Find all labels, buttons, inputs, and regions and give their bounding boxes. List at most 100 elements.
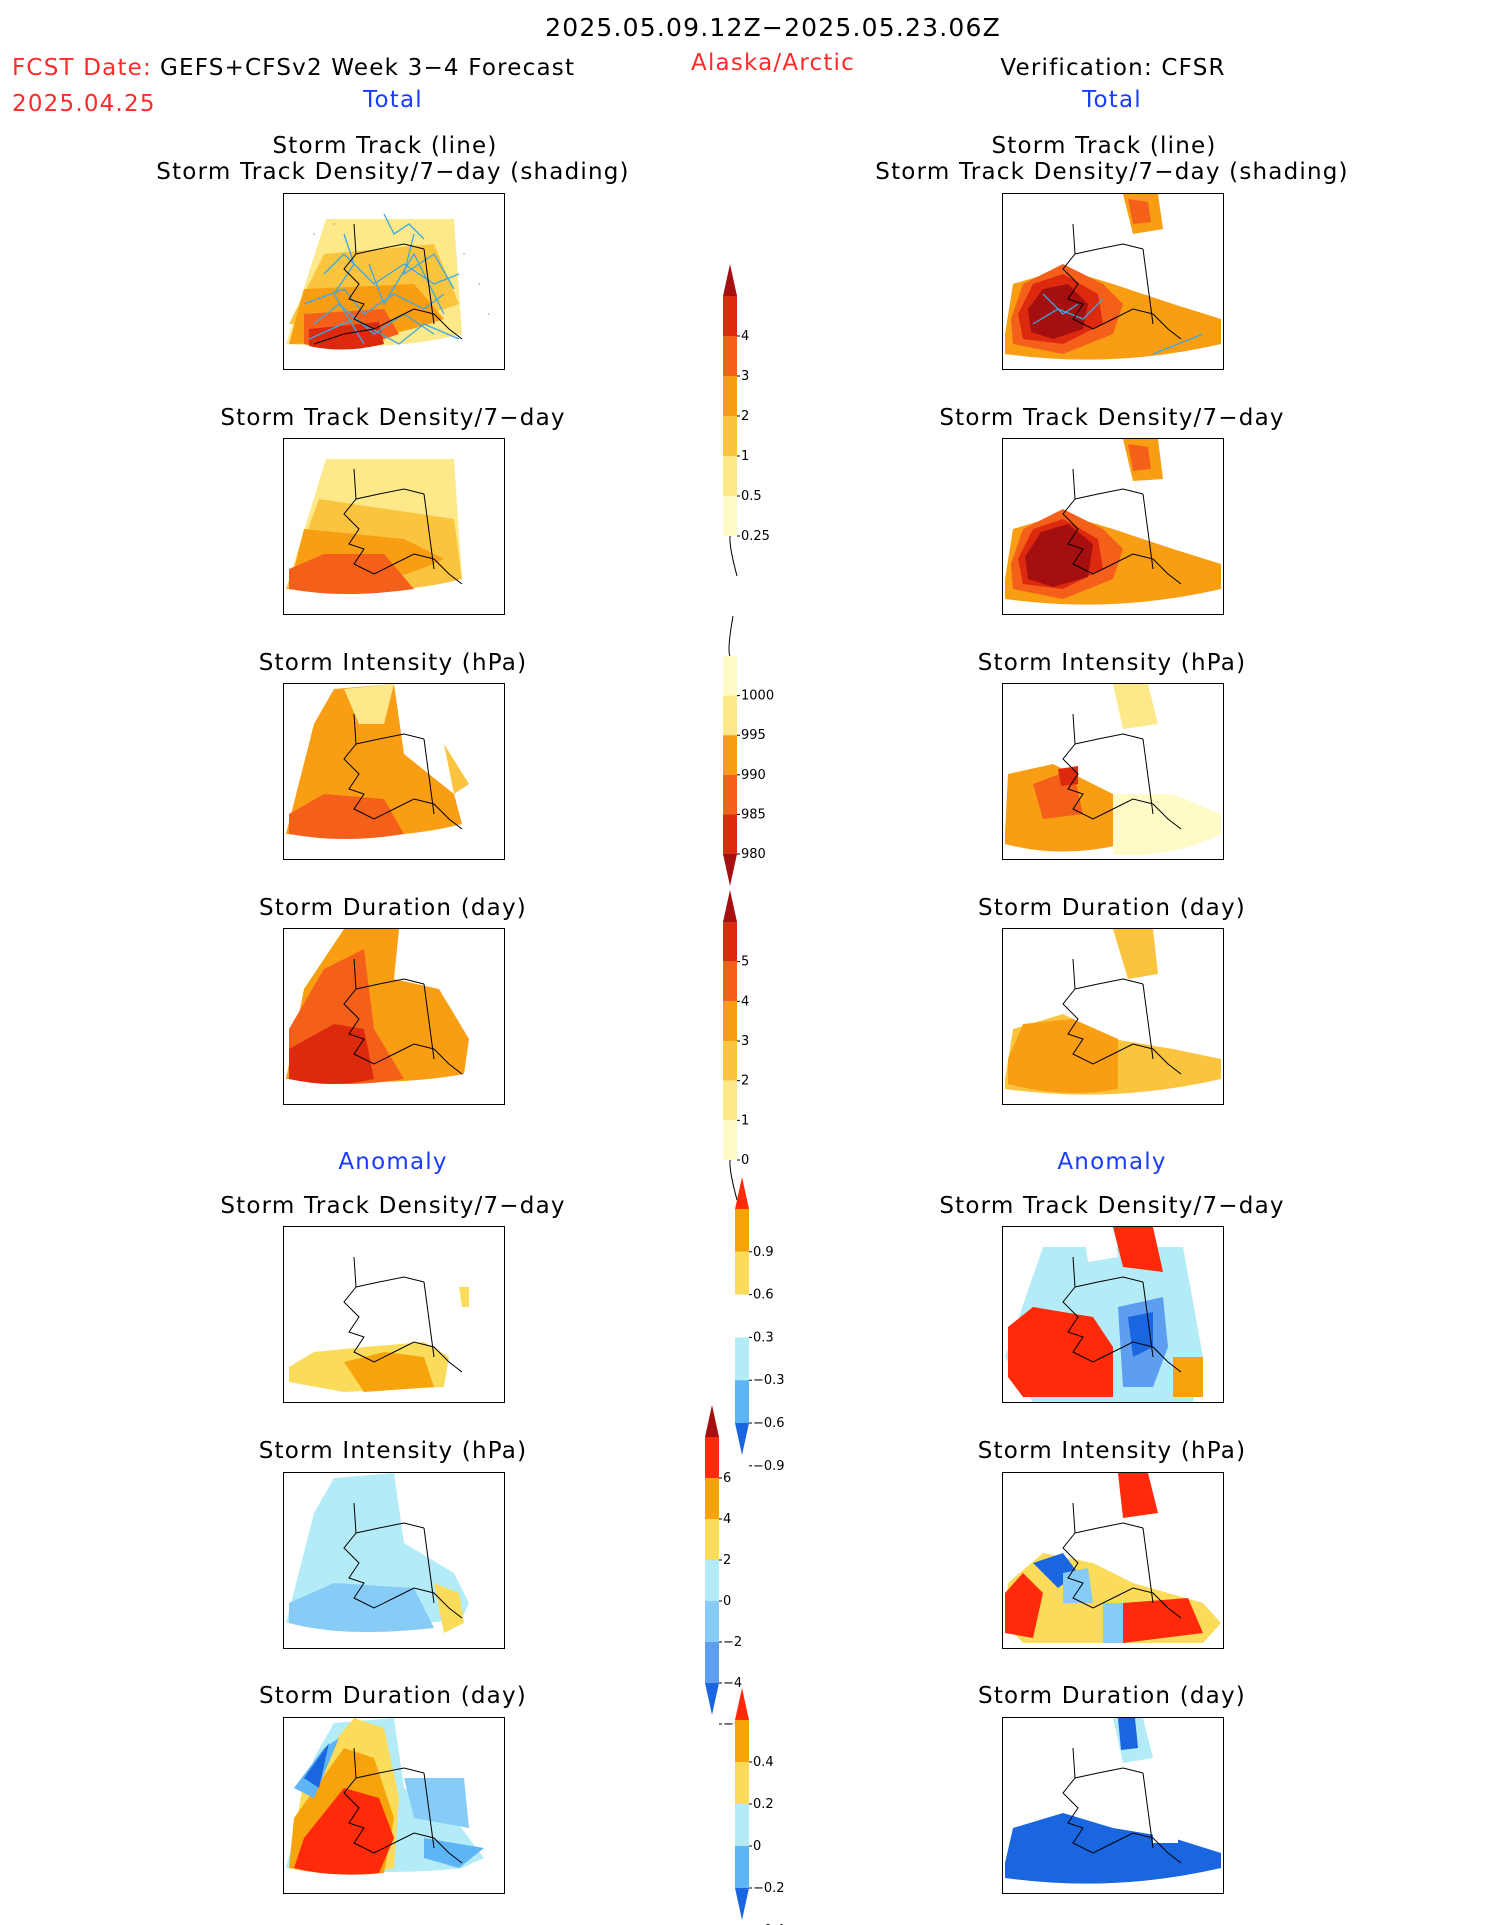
title-duration-anom-right: Storm Duration (day) (978, 1683, 1246, 1709)
colorbar-triangle-bottom (735, 1888, 749, 1920)
colorbar-tail-bottom (729, 1159, 738, 1201)
colorbar-duration-anomaly: 0.4 0.2 0 −0.2 −0.4 (730, 1688, 800, 1925)
title-intensity-right: Storm Intensity (hPa) (977, 650, 1247, 676)
colorbar-label: 2 (723, 1553, 731, 1568)
map-duration-anomaly-forecast (283, 1717, 505, 1894)
colorbar-label: 0 (741, 1153, 749, 1168)
title-storm-track-line-right: Storm Track (line) (991, 133, 1217, 159)
colorbar-triangle-top (735, 1177, 749, 1209)
colorbar-segment (735, 1762, 749, 1804)
colorbar-triangle-bottom (735, 1423, 749, 1455)
colorbar-segment (705, 1560, 719, 1601)
colorbar-segment (723, 774, 737, 815)
title-density-left: Storm Track Density/7−day (220, 405, 566, 431)
colorbar-label: 985 (741, 807, 766, 822)
colorbar-density-anomaly: 0.9 0.6 0.3 −0.3 −0.6 −0.9 (730, 1177, 800, 1474)
colorbar-label: 1000 (741, 689, 774, 704)
colorbar-segment (735, 1251, 749, 1295)
colorbar-segment (705, 1601, 719, 1642)
colorbar-label: −4 (723, 1676, 742, 1691)
colorbar-segment (723, 416, 737, 456)
colorbar-segment (705, 1519, 719, 1560)
title-duration-left: Storm Duration (day) (259, 895, 527, 921)
colorbar-segment (735, 1294, 749, 1338)
colorbar-tail-bottom (729, 535, 738, 577)
map-storm-track-forecast (283, 193, 505, 370)
title-intensity-anom-right: Storm Intensity (hPa) (977, 1438, 1247, 1464)
colorbar-triangle-top (723, 890, 737, 922)
colorbar-segment (705, 1642, 719, 1683)
colorbar-segment (723, 1001, 737, 1041)
region-title: Alaska/Arctic (691, 50, 855, 76)
title-storm-track-shading-right: Storm Track Density/7−day (shading) (875, 159, 1349, 185)
colorbar-label: 0.4 (753, 1755, 774, 1770)
colorbar-segment (723, 695, 737, 736)
colorbar-segment (705, 1478, 719, 1519)
model-title: GEFS+CFSv2 Week 3−4 Forecast (160, 55, 576, 81)
colorbar-segment (723, 296, 737, 336)
colorbar-triangle-top (735, 1688, 749, 1720)
title-density-right: Storm Track Density/7−day (939, 405, 1285, 431)
colorbar-label: 4 (723, 1512, 731, 1527)
colorbar-segment (735, 1337, 749, 1381)
colorbar-segment (723, 1080, 737, 1121)
colorbar-segment (723, 656, 737, 696)
colorbar-label: −2 (723, 1635, 742, 1650)
colorbar-segment (723, 961, 737, 1002)
colorbar-label: 3 (741, 369, 749, 384)
colorbar-label: −0.4 (753, 1923, 785, 1925)
map-density-anomaly-forecast (283, 1226, 505, 1403)
title-storm-track-shading-left: Storm Track Density/7−day (shading) (156, 159, 630, 185)
colorbar-label: −0.9 (753, 1459, 785, 1474)
colorbar-density: 4 3 2 1 0.5 0.25 (718, 264, 788, 577)
map-density-forecast (283, 438, 505, 615)
colorbar-label: 5 (741, 955, 749, 970)
colorbar-segment (735, 1720, 749, 1762)
colorbar-label: −0.3 (753, 1373, 785, 1388)
colorbar-triangle-top (723, 264, 737, 296)
colorbar-triangle-bottom (705, 1683, 719, 1715)
map-duration-forecast (283, 928, 505, 1105)
title-intensity-left: Storm Intensity (hPa) (258, 650, 528, 676)
title-duration-anom-left: Storm Duration (day) (259, 1683, 527, 1709)
map-intensity-verification (1002, 683, 1224, 860)
colorbar-intensity: 1000 995 990 985 980 (718, 615, 788, 886)
colorbar-segment (723, 735, 737, 775)
colorbar-triangle-top (705, 1405, 719, 1437)
map-duration-verification (1002, 928, 1224, 1105)
section-anomaly-verification: Anomaly (1057, 1149, 1167, 1175)
colorbar-tail-top (728, 615, 734, 657)
section-total-verification: Total (1082, 87, 1142, 113)
colorbar-segment (723, 496, 737, 536)
title-intensity-anom-left: Storm Intensity (hPa) (258, 1438, 528, 1464)
colorbar-label: 2 (741, 1074, 749, 1089)
colorbar-segment (723, 814, 737, 854)
colorbar-segment (723, 336, 737, 376)
section-total-forecast: Total (363, 87, 423, 113)
colorbar-label: 4 (741, 994, 749, 1009)
colorbar-label: 0.2 (753, 1797, 774, 1812)
colorbar-label: 995 (741, 728, 766, 743)
colorbar-triangle-bottom (723, 854, 737, 886)
title-duration-right: Storm Duration (day) (978, 895, 1246, 921)
colorbar-segment (723, 456, 737, 496)
verification-title: Verification: CFSR (1000, 55, 1226, 81)
colorbar-segment (723, 1041, 737, 1081)
colorbar-label: 2 (741, 409, 749, 424)
map-storm-track-verification (1002, 193, 1224, 370)
title-density-anom-left: Storm Track Density/7−day (220, 1193, 566, 1219)
colorbar-segment (735, 1846, 749, 1888)
colorbar-label: 990 (741, 768, 766, 783)
colorbar-segment (735, 1380, 749, 1423)
map-intensity-forecast (283, 683, 505, 860)
colorbar-segment (735, 1804, 749, 1846)
colorbar-label: −0.6 (753, 1416, 785, 1431)
colorbar-intensity-anomaly: 6 4 2 0 −2 −4 −6 (700, 1405, 770, 1732)
colorbar-label: 0.3 (753, 1330, 774, 1345)
colorbar-segment (723, 376, 737, 416)
colorbar-segment (723, 922, 737, 962)
colorbar-label: 0.6 (753, 1288, 774, 1303)
map-intensity-anomaly-forecast (283, 1472, 505, 1649)
colorbar-label: 1 (741, 449, 749, 464)
colorbar-label: 0.9 (753, 1245, 774, 1260)
